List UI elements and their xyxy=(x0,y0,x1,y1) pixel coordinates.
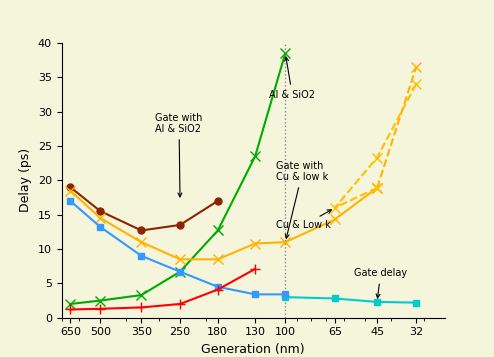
Y-axis label: Delay (ps): Delay (ps) xyxy=(19,148,32,212)
X-axis label: Generation (nm): Generation (nm) xyxy=(202,343,305,356)
Text: Al & SiO2: Al & SiO2 xyxy=(269,57,315,100)
Text: Cu & Low k: Cu & Low k xyxy=(277,210,331,230)
Text: Gate delay: Gate delay xyxy=(354,268,407,298)
Text: Gate with
Cu & low k: Gate with Cu & low k xyxy=(277,161,329,238)
Text: Gate with
Al & SiO2: Gate with Al & SiO2 xyxy=(155,112,203,197)
